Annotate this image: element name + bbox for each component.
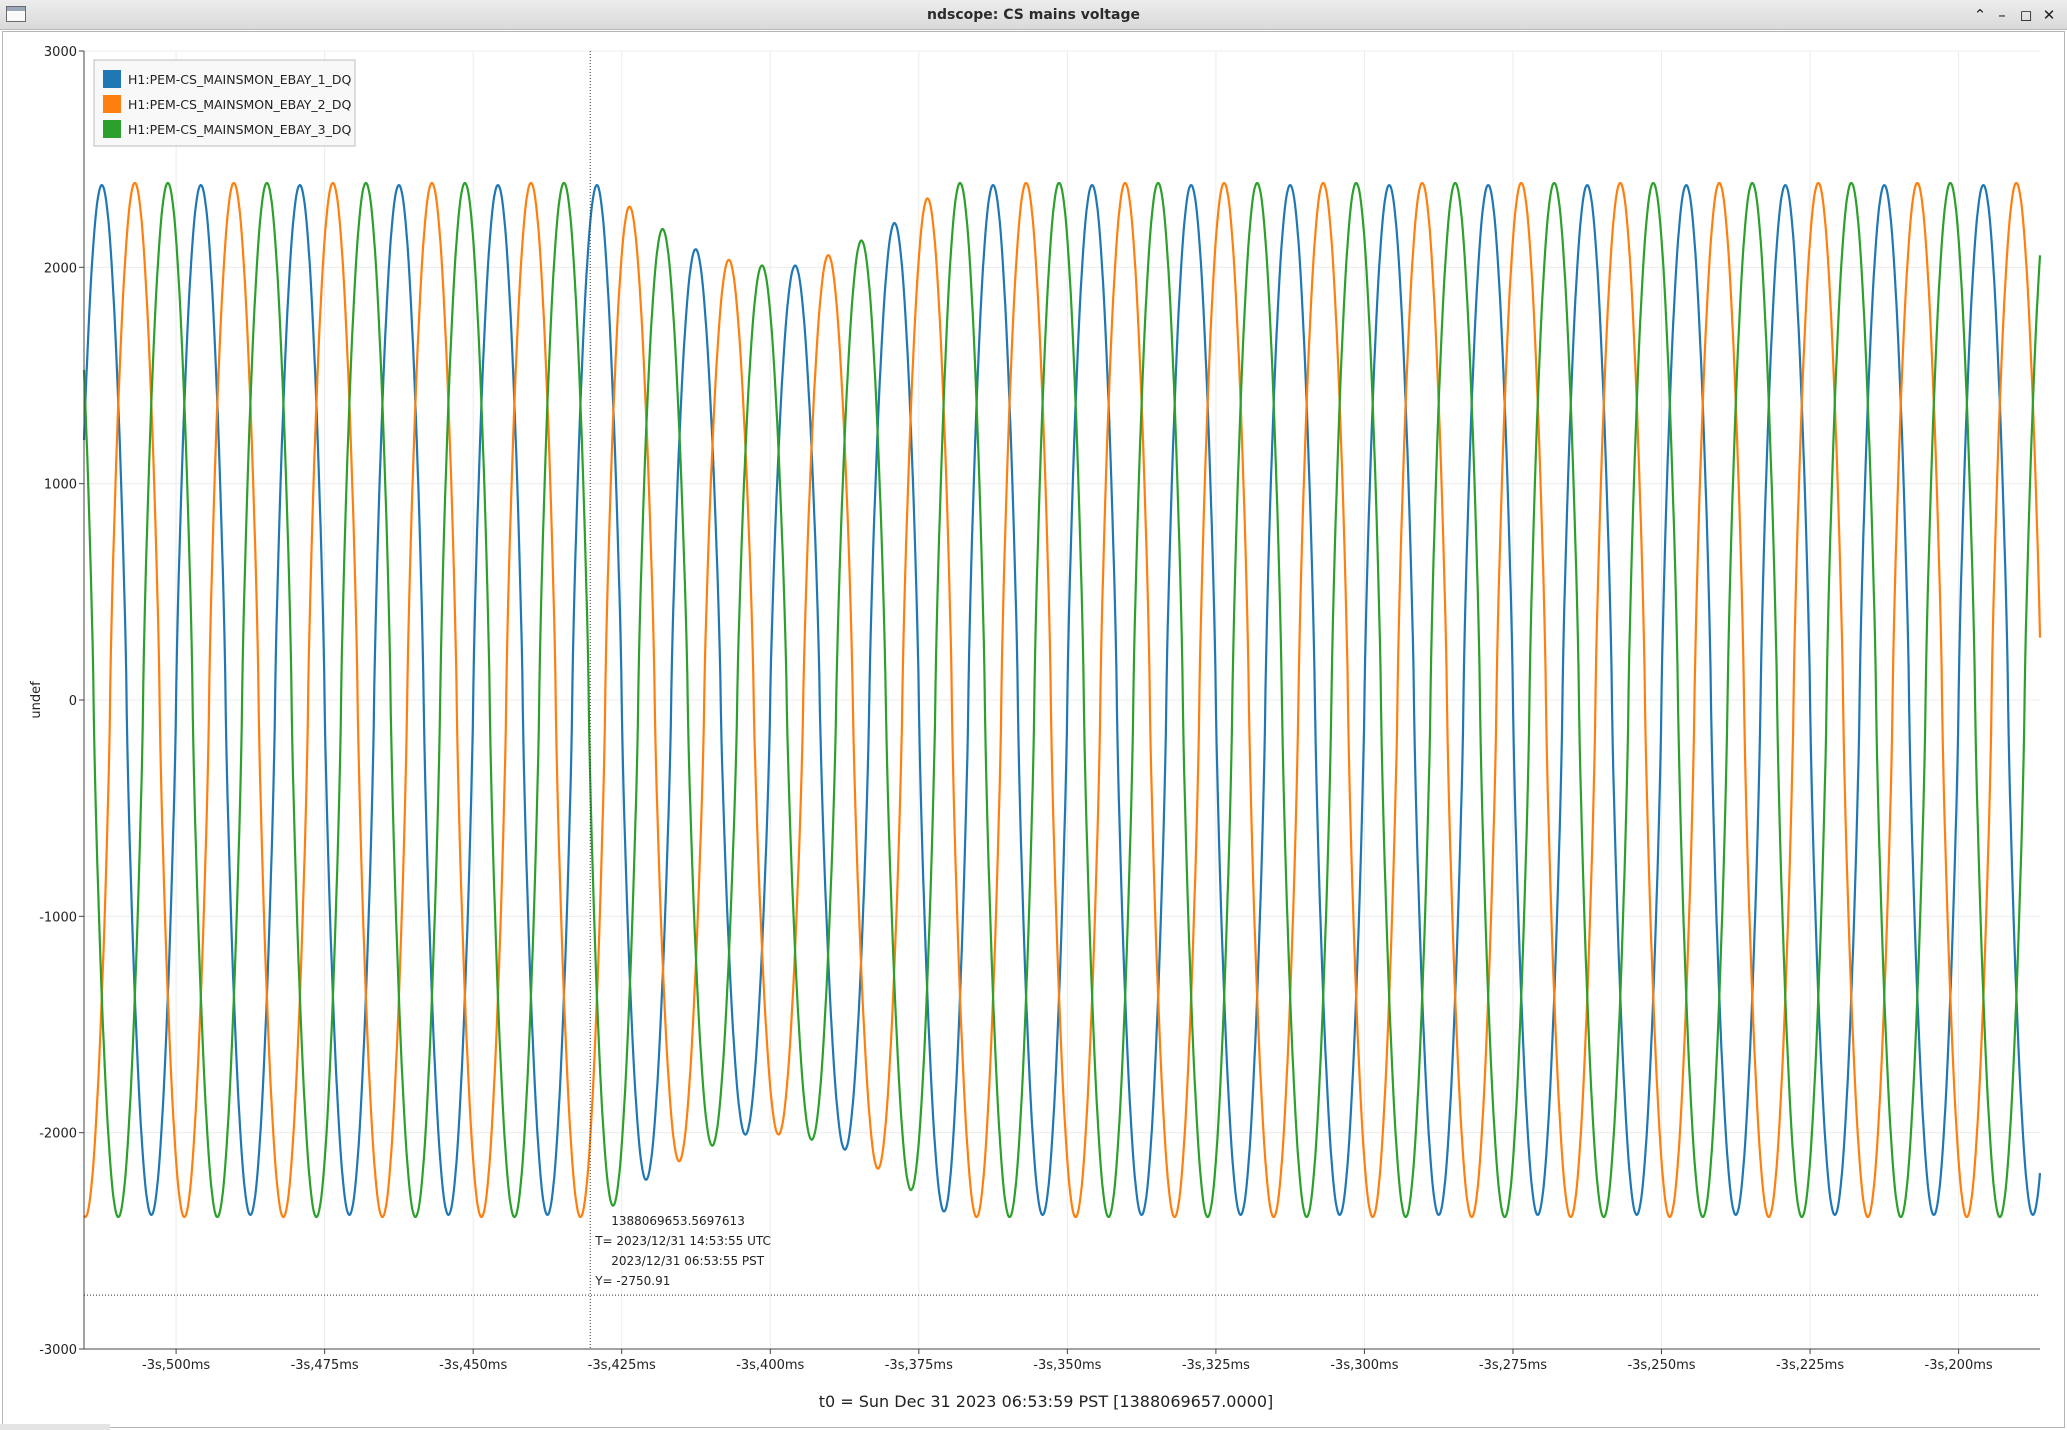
cursor-label-line: Y= -2750.91 (594, 1274, 670, 1288)
x-tick-label: -3s,400ms (736, 1358, 804, 1373)
legend[interactable]: H1:PEM-CS_MAINSMON_EBAY_1_DQ H1:PEM-CS_MA… (93, 59, 356, 147)
title-bar: ndscope: CS mains voltage ⌃ – ◻ ✕ (0, 0, 2067, 30)
maximize-icon[interactable]: ◻ (2019, 6, 2033, 24)
taskbar-fragment (0, 1424, 110, 1430)
y-tick-label: 0 (69, 694, 77, 709)
y-tick-label: -2000 (39, 1127, 77, 1142)
series-line-1 (82, 183, 2042, 1217)
x-tick-label: -3s,425ms (588, 1358, 656, 1373)
plot-area[interactable]: 3000 2000 1000 0 -1000 -2000 -3000 -3s,500ms -3s… (0, 30, 2067, 1430)
y-tick-label: -3000 (39, 1343, 77, 1358)
chevron-up-icon[interactable]: ⌃ (1973, 6, 1987, 24)
y-tick-label: 1000 (44, 478, 77, 493)
series-line-2 (83, 181, 2042, 1219)
x-tick-label: -3s,375ms (885, 1358, 953, 1373)
window-title: ndscope: CS mains voltage (927, 7, 1140, 23)
x-tick-label: -3s,300ms (1330, 1358, 1398, 1373)
x-tick-label: -3s,325ms (1182, 1358, 1250, 1373)
minimize-icon[interactable]: – (1998, 6, 2006, 24)
x-tick-label: -3s,475ms (291, 1358, 359, 1373)
axes: 3000 2000 1000 0 -1000 -2000 -3000 -3s,500ms -3s… (39, 45, 2040, 1373)
legend-item-label[interactable]: H1:PEM-CS_MAINSMON_EBAY_2_DQ (128, 97, 352, 112)
legend-swatch[interactable] (103, 70, 121, 88)
x-tick-label: -3s,350ms (1033, 1358, 1101, 1373)
window-menu-icon[interactable] (6, 6, 26, 22)
x-tick-label: -3s,450ms (439, 1358, 507, 1373)
cursor-label-line: 1388069653.5697613 (611, 1214, 745, 1228)
x-axis-label: t0 = Sun Dec 31 2023 06:53:59 PST [13880… (819, 1392, 1274, 1411)
x-tick-label: -3s,275ms (1479, 1358, 1547, 1373)
x-tick-label: -3s,500ms (142, 1358, 210, 1373)
series-line-3 (82, 181, 2042, 1219)
legend-swatch[interactable] (103, 120, 121, 138)
cursor-label-line: 2023/12/31 06:53:55 PST (611, 1254, 765, 1268)
y-tick-label: 2000 (44, 261, 77, 276)
x-tick-label: -3s,225ms (1776, 1358, 1844, 1373)
x-tick-label: -3s,250ms (1627, 1358, 1695, 1373)
y-axis-label: undef (29, 681, 44, 719)
legend-box (93, 59, 356, 147)
cursor[interactable]: 1388069653.5697613 T= 2023/12/31 14:53:55… (84, 51, 2040, 1349)
grid (84, 50, 2040, 1350)
x-tick-label: -3s,200ms (1925, 1358, 1993, 1373)
y-tick-label: 3000 (44, 45, 77, 60)
y-tick-label: -1000 (39, 910, 77, 925)
close-icon[interactable]: ✕ (2042, 6, 2056, 24)
legend-swatch[interactable] (103, 95, 121, 113)
legend-item-label[interactable]: H1:PEM-CS_MAINSMON_EBAY_1_DQ (128, 72, 352, 87)
cursor-label-line: T= 2023/12/31 14:53:55 UTC (594, 1234, 771, 1248)
legend-item-label[interactable]: H1:PEM-CS_MAINSMON_EBAY_3_DQ (128, 122, 352, 137)
traces (82, 181, 2042, 1219)
